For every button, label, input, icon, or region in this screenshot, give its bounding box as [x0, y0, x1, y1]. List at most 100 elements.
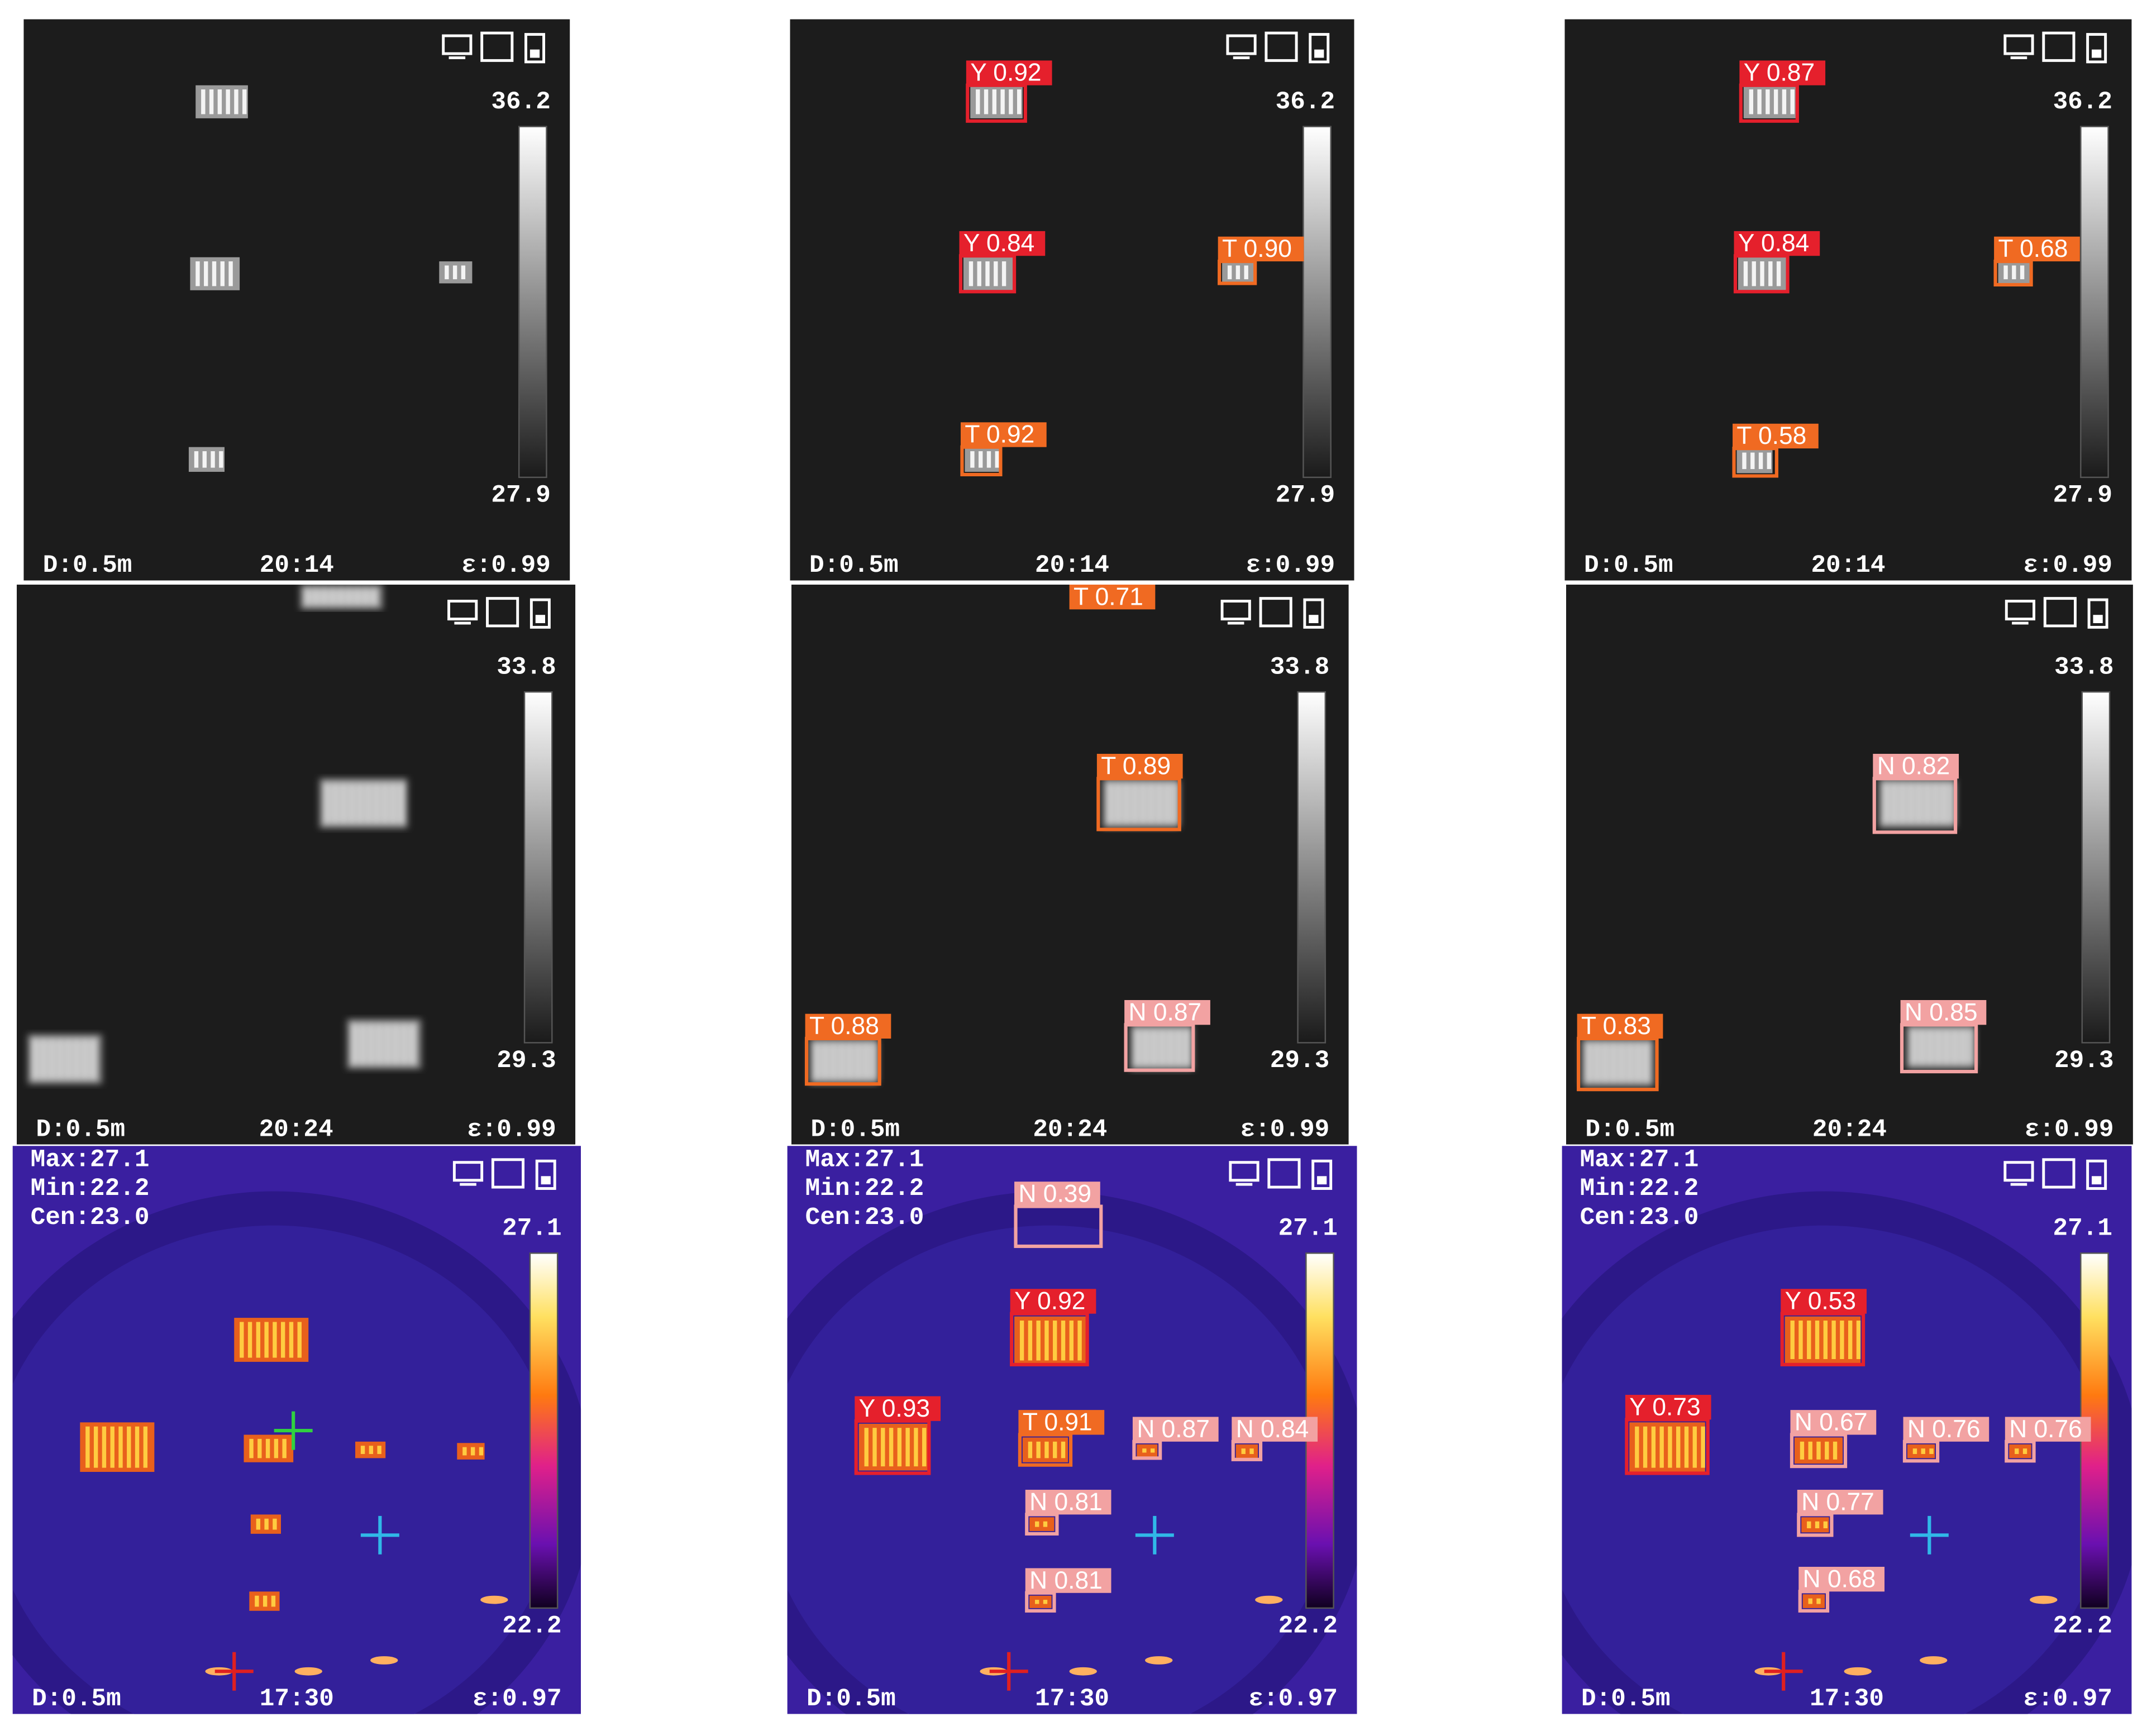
target-stripe: [256, 1518, 261, 1530]
target-stripe: [83, 1038, 87, 1080]
detection-label-bg: [1232, 1417, 1318, 1442]
target-stripe: [118, 1426, 123, 1468]
battery-level: [541, 1176, 551, 1185]
target-stripe: [1235, 265, 1241, 280]
distance: D:0.5m: [809, 552, 899, 580]
target-stripe: [1044, 1441, 1049, 1458]
scale-max: 33.8: [497, 654, 556, 682]
target-stripe: [1944, 1029, 1949, 1065]
target-stripe: [977, 261, 981, 286]
target-stripe: [831, 1042, 836, 1080]
target-stripe: [271, 1595, 276, 1607]
target-stripe: [1790, 89, 1795, 114]
battery-level: [1317, 1176, 1327, 1185]
target-stripe: [814, 1042, 819, 1080]
target-stripe: [249, 1438, 254, 1458]
target-stripe: [1823, 1321, 1828, 1359]
target-body: [80, 1422, 155, 1472]
heat-target: [244, 1434, 294, 1462]
detection-label: Y 0.84: [1738, 229, 1809, 257]
distance: D:0.5m: [36, 1116, 125, 1144]
frame-content: 33.8 29.3 D:0.5m 20:24 ε:0.99 N 0.82 T 0.83 N 0…: [1566, 585, 2133, 1145]
target-stripe: [1586, 1042, 1591, 1083]
target-stripe: [1743, 261, 1748, 286]
target-stripe: [202, 451, 207, 468]
frame-background: [1564, 19, 2132, 581]
target-stripe: [1061, 1321, 1066, 1361]
frame-background: [791, 585, 1349, 1145]
crosshair: [360, 1515, 399, 1555]
heat-target: [1022, 1437, 1068, 1462]
scale-max: 27.1: [2053, 1215, 2112, 1243]
target-stripe: [1936, 1029, 1941, 1065]
readout: Min:22.2: [31, 1175, 150, 1203]
target-stripe: [445, 265, 449, 280]
target-stripe: [922, 1428, 927, 1467]
target-stripe: [264, 1322, 269, 1358]
battery-icon: [1309, 33, 1330, 64]
detection-label-bg: [805, 1013, 891, 1039]
monitor-stand: [2010, 1183, 2027, 1186]
detection-label-bg: [1025, 1568, 1111, 1593]
target-stripe: [1911, 1029, 1916, 1065]
target-stripe: [1595, 1042, 1600, 1083]
target-stripe: [280, 1322, 285, 1358]
target-stripe: [1782, 89, 1787, 114]
time: 17:30: [1035, 1685, 1109, 1713]
scale-max: 33.8: [2054, 654, 2113, 682]
target-stripe: [1920, 1029, 1924, 1065]
unit-icon: [1267, 1158, 1301, 1189]
target-stripe: [1061, 1441, 1066, 1458]
frame-content: 33.8 29.3 D:0.5m 20:24 ε:0.99 T 0.71 T 0.89 T 0…: [791, 585, 1349, 1145]
frame-content: 27.1 22.2 D:0.5m 17:30 ε:0.97 Max:27.1Min:22.…: [1562, 1146, 2132, 1714]
target-body: [1137, 1444, 1158, 1457]
time: 20:24: [1033, 1116, 1107, 1144]
monitor-stand: [460, 1183, 476, 1186]
crosshair: [1764, 1652, 1803, 1691]
unit-icon: [1259, 597, 1292, 628]
target-stripe: [1840, 1321, 1844, 1359]
target-stripe: [240, 1322, 244, 1358]
target-stripe: [195, 261, 200, 286]
heat-target: [190, 257, 240, 290]
frame-background: [16, 585, 576, 1145]
target-stripe: [1635, 1426, 1639, 1468]
target-stripe: [1767, 452, 1772, 470]
monitor-icon: [447, 600, 478, 621]
target-body: [1029, 1517, 1055, 1531]
target-stripe: [1628, 1042, 1633, 1083]
battery-icon: [535, 1159, 556, 1190]
target-stripe: [273, 1518, 277, 1530]
target-body: [1581, 1038, 1654, 1087]
color-scale-bar: [523, 691, 553, 1044]
target-stripe: [839, 1042, 844, 1080]
target-stripe: [2003, 265, 2008, 280]
target-stripe: [1960, 1029, 1965, 1065]
heat-target: [1802, 1594, 1825, 1608]
target-stripe: [355, 589, 360, 605]
target-stripe: [363, 589, 368, 605]
target-stripe: [50, 1038, 54, 1080]
scale-max: 36.2: [491, 88, 550, 116]
monitor-icon: [2005, 600, 2036, 621]
battery-level: [535, 615, 545, 623]
detection-label-bg: [1781, 1289, 1867, 1314]
battery-icon: [2086, 33, 2107, 64]
monitor-stand: [1227, 621, 1244, 625]
target-stripe: [247, 1322, 252, 1358]
target-stripe: [1009, 89, 1013, 114]
distance: D:0.5m: [43, 552, 132, 580]
target-stripe: [1141, 782, 1146, 824]
target-stripe: [1798, 1321, 1803, 1359]
detection-label-bg: [1018, 1410, 1105, 1435]
scale-min: 27.9: [2053, 482, 2112, 510]
target-stripe: [371, 589, 376, 605]
target-stripe: [1620, 1042, 1624, 1083]
target-stripe: [257, 1438, 262, 1458]
detection-label-bg: [1625, 1395, 1711, 1420]
target-stripe: [1831, 1321, 1836, 1359]
thermal-frame: 36.2 27.9 D:0.5m 20:14 ε:0.99 Y 0.87 Y 0.84 T 0…: [1564, 19, 2132, 581]
target-stripe: [970, 451, 975, 468]
target-stripe: [394, 1023, 398, 1065]
target-stripe: [995, 451, 999, 468]
